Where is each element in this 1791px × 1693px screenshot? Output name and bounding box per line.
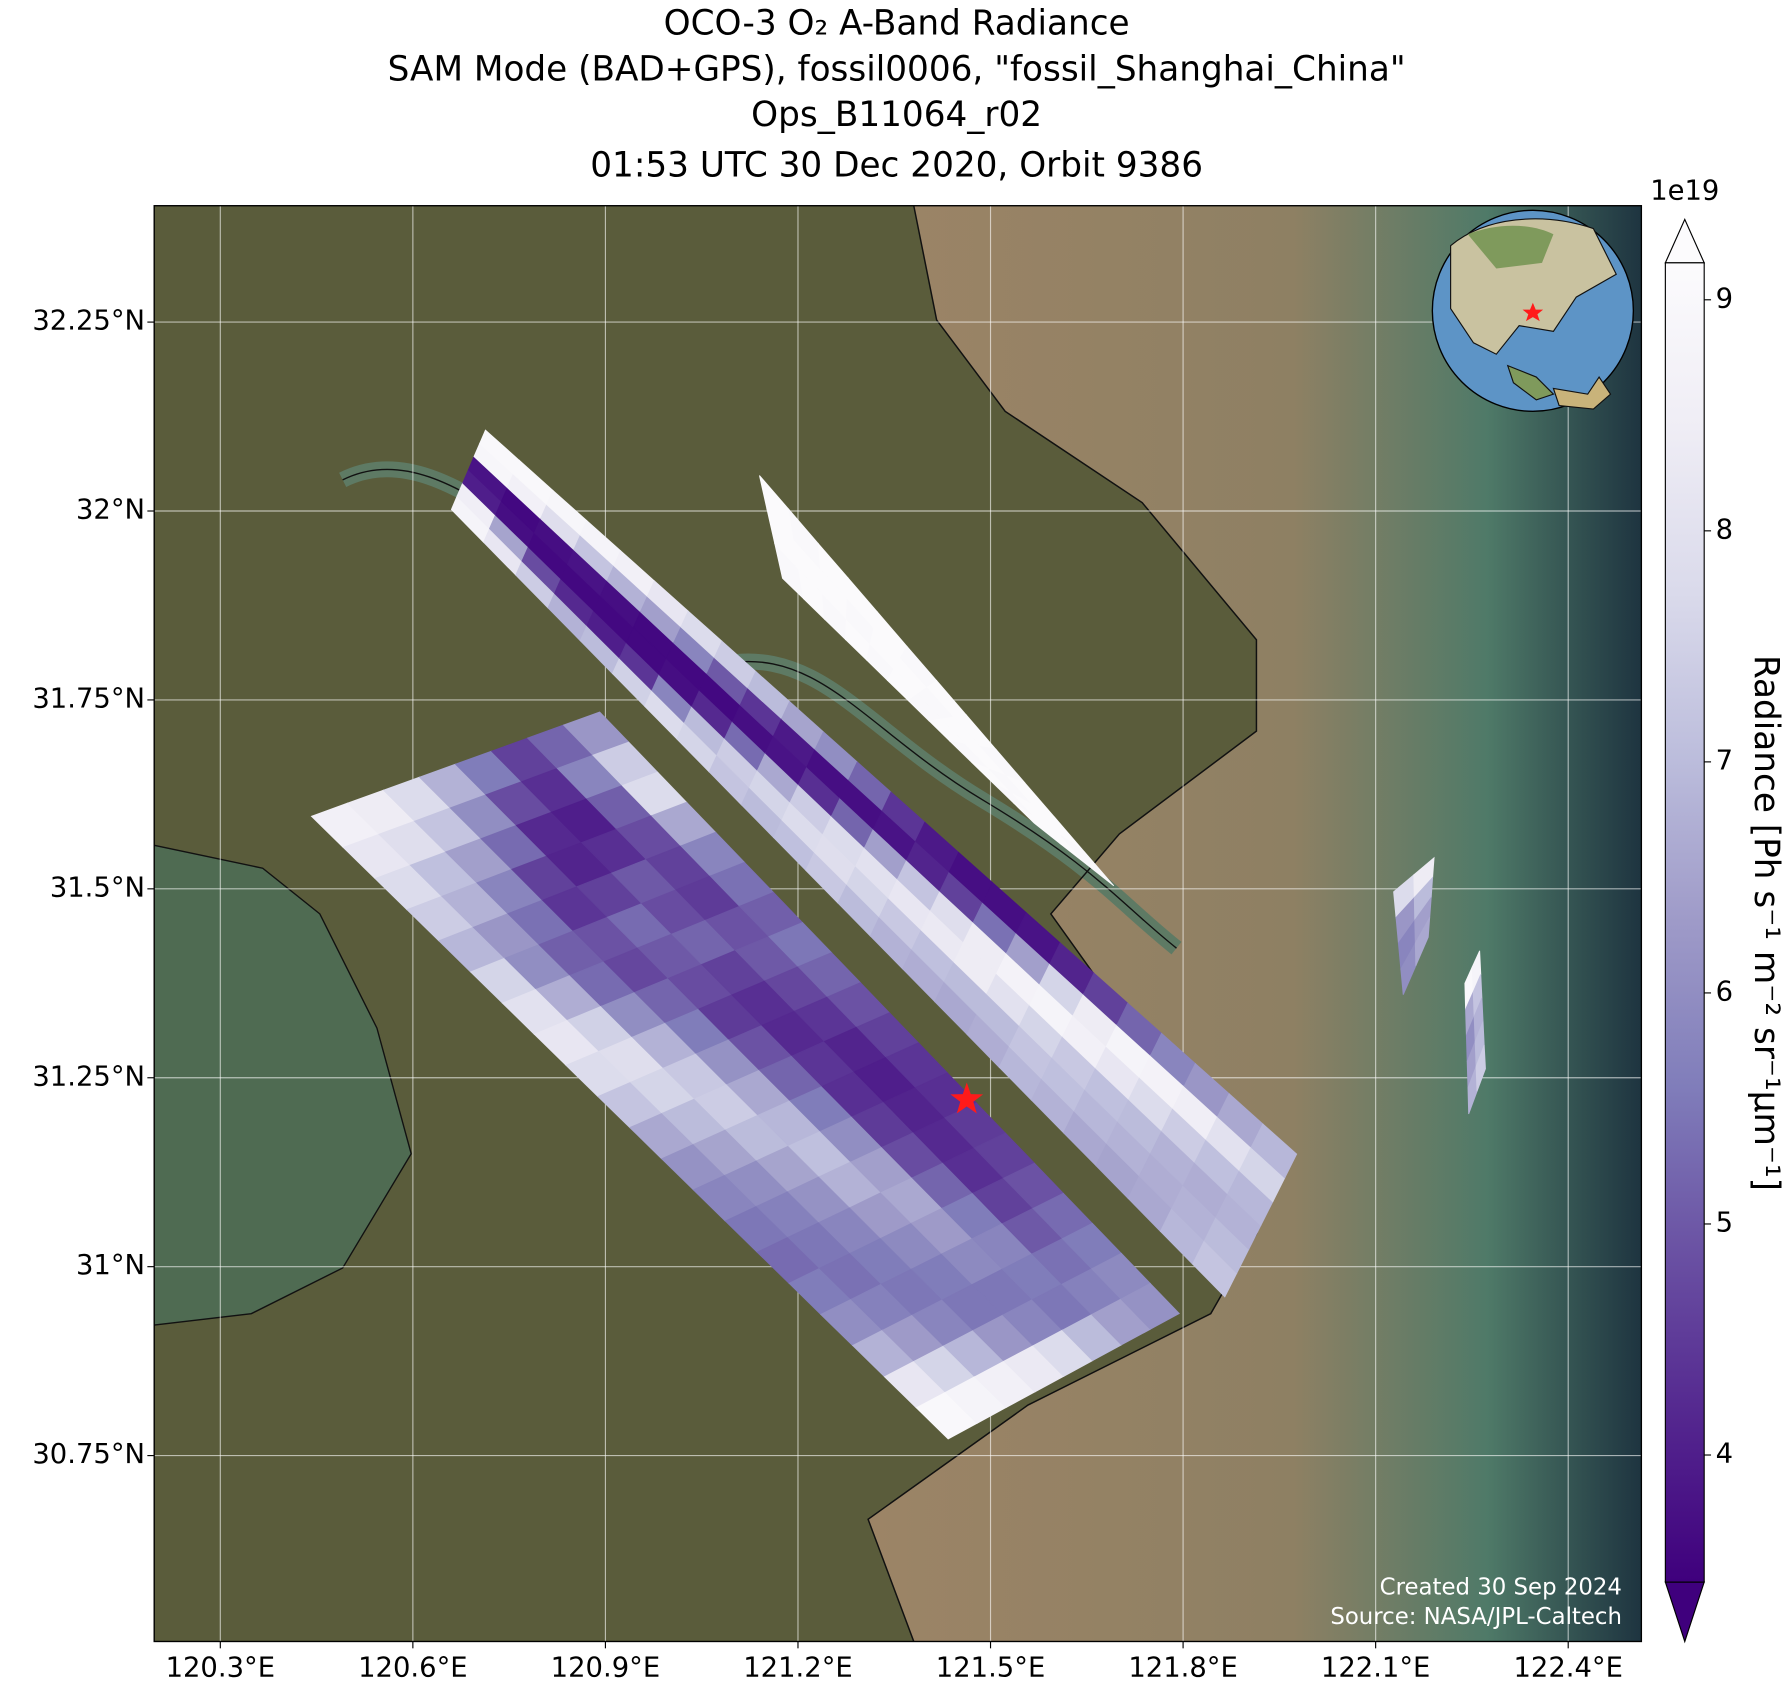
colorbar-tick-label: 7 [1716,745,1733,776]
title-line: SAM Mode (BAD+GPS), fossil0006, "fossil_… [388,49,1406,89]
colorbar-offset: 1e19 [1650,176,1719,207]
y-tick-label: 31.25°N [32,1061,145,1092]
colorbar-tick-label: 5 [1716,1207,1733,1238]
y-tick-label: 32°N [76,495,145,526]
radiance-cell [1120,1282,1180,1330]
radiance-cell [1250,1123,1298,1179]
x-tick-label: 120.9°E [551,1652,660,1683]
radiance-cell [1414,917,1431,967]
map-frame [153,205,1643,1643]
colorbar-tick-label: 4 [1716,1439,1733,1470]
title-line: Ops_B11064_r02 [751,95,1042,135]
colorbar-tick-label: 9 [1716,283,1733,314]
annotation: Created 30 Sep 2024 [1380,1574,1622,1600]
x-tick-label: 122.1°E [1321,1652,1430,1683]
x-tick-label: 120.6°E [358,1652,467,1683]
swaths [310,429,1486,1440]
colorbar-tick-label: 8 [1716,514,1733,545]
basemap [154,205,1642,1642]
colorbar-extend-bottom [1664,1581,1705,1644]
x-tick-label: 120.3°E [166,1652,275,1683]
x-tick-label: 121.2°E [743,1652,852,1683]
y-tick-label: 31.5°N [50,872,145,903]
colorbar-tick-label: 6 [1716,976,1733,1007]
title-line: 01:53 UTC 30 Dec 2020, Orbit 9386 [590,145,1203,185]
radiance-cell [1475,1044,1486,1092]
globe-inset [1431,209,1635,412]
colorbar-label: Radiance [Ph s⁻¹ m⁻² sr⁻¹μm⁻¹] [1746,655,1786,1191]
y-tick-label: 31°N [76,1250,145,1281]
colorbar-extend-top [1664,218,1706,264]
title-line: OCO-3 O₂ A-Band Radiance [664,4,1130,44]
x-tick-label: 121.5°E [936,1652,1045,1683]
y-tick-label: 30.75°N [32,1439,145,1470]
y-tick-label: 31.75°N [32,683,145,714]
radiance-cell [1060,834,1115,887]
annotation: Source: NASA/JPL-Caltech [1330,1604,1622,1630]
colorbar [1664,262,1705,1583]
x-tick-label: 121.8°E [1128,1652,1237,1683]
y-tick-label: 32.25°N [32,306,145,337]
target-star [950,1082,984,1114]
x-tick-label: 122.4°E [1513,1652,1622,1683]
